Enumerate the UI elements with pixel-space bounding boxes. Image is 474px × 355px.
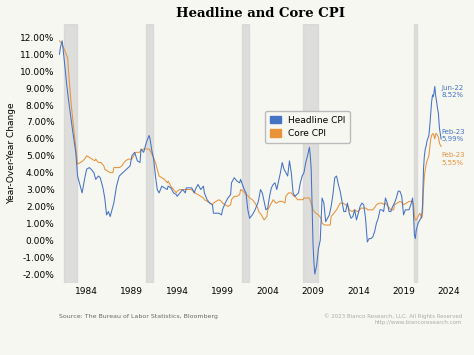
Bar bbox=[50, 24, 55, 283]
Title: Headline and Core CPI: Headline and Core CPI bbox=[176, 7, 346, 20]
Core CPI bbox=[123, 159, 128, 163]
Bar bbox=[242, 24, 249, 283]
Headline CPI bbox=[401, 213, 406, 217]
Core CPI bbox=[401, 203, 406, 207]
Core CPI bbox=[144, 147, 149, 151]
Headline CPI bbox=[327, 213, 332, 217]
Bar bbox=[303, 24, 319, 283]
Core CPI bbox=[340, 201, 346, 205]
Text: © 2023 Bianco Research, LLC. All Rights Reserved
http://www.biancoresearch.com: © 2023 Bianco Research, LLC. All Rights … bbox=[324, 313, 463, 325]
Core CPI bbox=[228, 197, 234, 202]
Core CPI bbox=[322, 223, 328, 227]
Core CPI bbox=[438, 144, 444, 149]
Core CPI bbox=[56, 39, 62, 43]
Text: Feb-23
5.99%: Feb-23 5.99% bbox=[442, 129, 465, 142]
Headline CPI bbox=[56, 52, 62, 56]
Line: Headline CPI: Headline CPI bbox=[59, 41, 441, 274]
Bar bbox=[64, 24, 77, 283]
Bar bbox=[146, 24, 153, 283]
Text: Jun-22
8.52%: Jun-22 8.52% bbox=[442, 85, 464, 98]
Text: Source: The Bureau of Labor Statistics, Bloomberg: Source: The Bureau of Labor Statistics, … bbox=[59, 313, 219, 318]
Legend: Headline CPI, Core CPI: Headline CPI, Core CPI bbox=[265, 111, 350, 143]
Headline CPI bbox=[312, 272, 318, 276]
Headline CPI bbox=[186, 186, 192, 190]
Y-axis label: Year-Over-Year Change: Year-Over-Year Change bbox=[7, 102, 16, 204]
Core CPI bbox=[146, 147, 152, 151]
Headline CPI bbox=[438, 137, 444, 141]
Text: Feb-23
5.55%: Feb-23 5.55% bbox=[442, 152, 465, 166]
Line: Core CPI: Core CPI bbox=[59, 41, 441, 225]
Headline CPI bbox=[424, 138, 430, 143]
Headline CPI bbox=[372, 230, 377, 234]
Headline CPI bbox=[395, 189, 401, 193]
Headline CPI bbox=[59, 39, 65, 43]
Bar bbox=[414, 24, 417, 283]
